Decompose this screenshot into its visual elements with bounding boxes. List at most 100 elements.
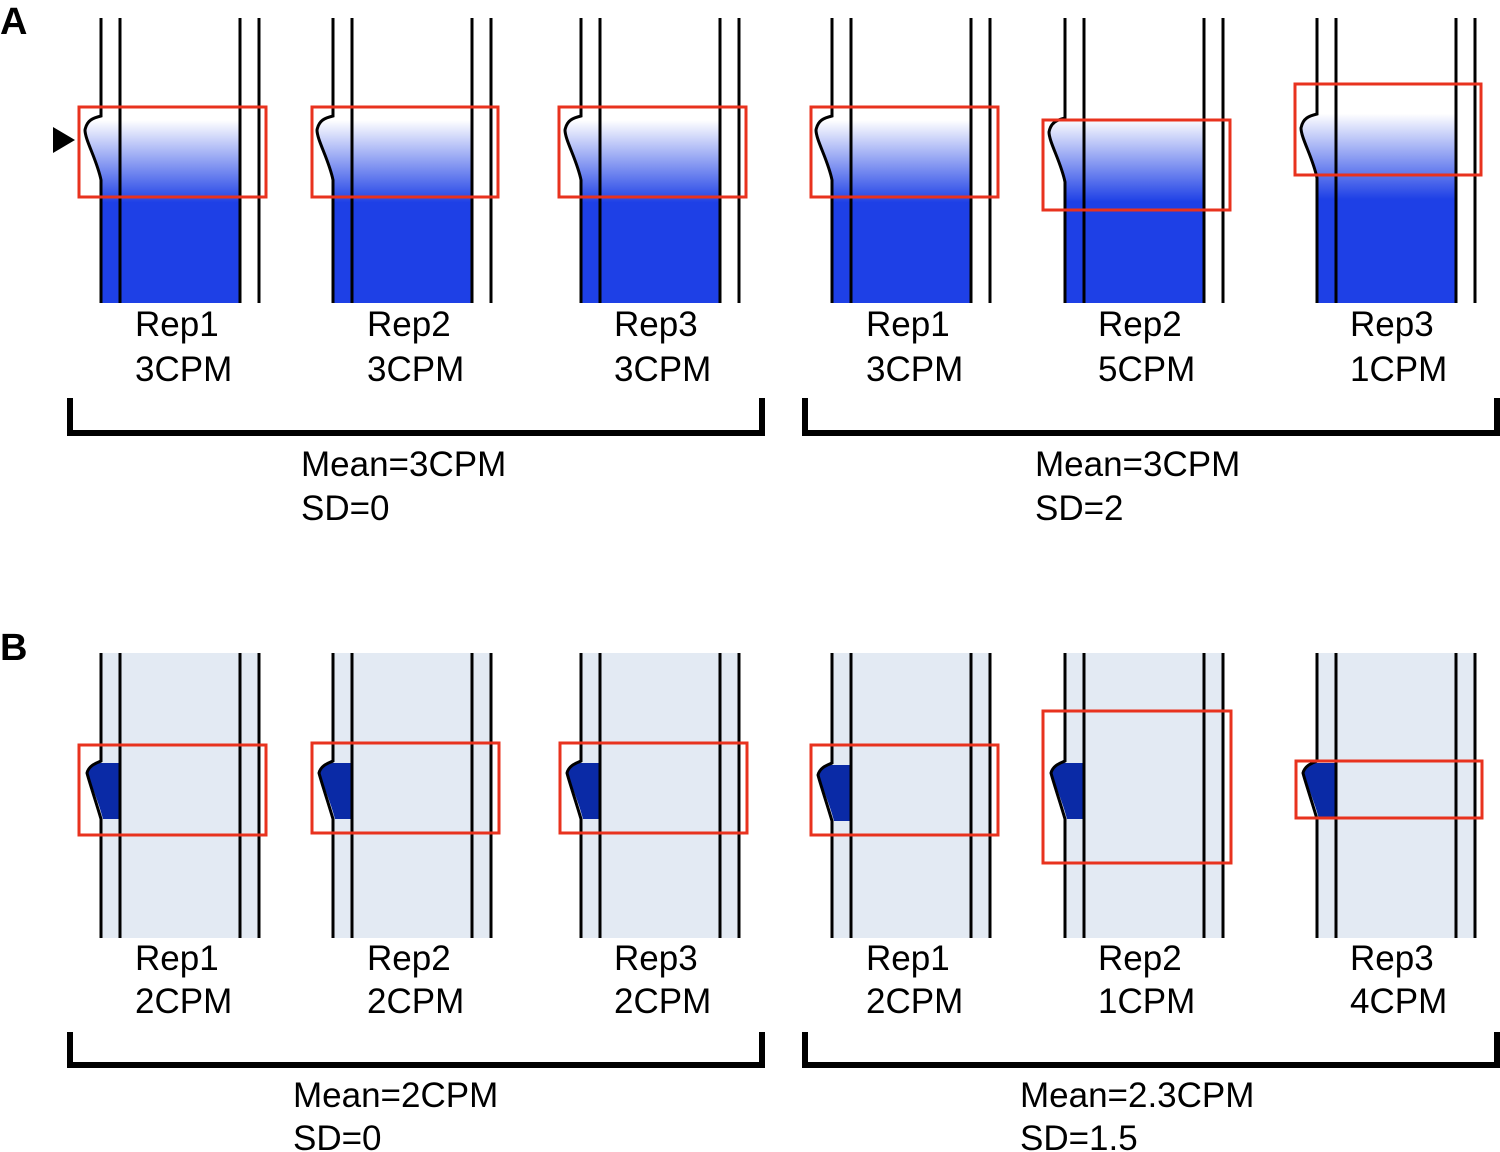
lane-outer-wall [85, 653, 103, 938]
selection-box [809, 105, 1000, 199]
cpm-label: 2CPM [866, 982, 963, 1021]
lane-background [581, 653, 739, 938]
gel-lane [77, 18, 268, 303]
rep-label: Rep1 [866, 305, 950, 344]
rep-label: Rep3 [1350, 939, 1434, 978]
rep-label: Rep3 [614, 939, 698, 978]
panel-b-group-1: Mean=2CPM SD=0 [67, 1032, 765, 1152]
gel-lane [310, 653, 501, 938]
gel-lane [809, 18, 1000, 303]
dark-band [87, 763, 120, 819]
selection-box [1293, 82, 1483, 177]
lane-background [1317, 653, 1475, 938]
gel-lane [1294, 653, 1484, 938]
selection-box [77, 105, 268, 199]
panel-a-lane-labels: Rep1 3CPM Rep2 3CPM Rep3 3CPM Rep1 3CPM … [135, 305, 1447, 389]
sd-label: SD=0 [293, 1119, 382, 1152]
selection-box [1041, 709, 1233, 865]
panel-b-group-2: Mean=2.3CPM SD=1.5 [802, 1032, 1500, 1152]
lane-gradient-fill [816, 80, 971, 303]
selection-box [77, 743, 268, 837]
cpm-label: 5CPM [1098, 350, 1195, 389]
panel-b-letter: B [0, 627, 27, 669]
cpm-label: 3CPM [367, 350, 464, 389]
lane-outer-wall [816, 653, 834, 938]
lane-outer-wall [83, 18, 103, 303]
gel-lane [557, 18, 748, 303]
lane-outer-wall [814, 18, 834, 303]
lane-outer-wall [1049, 653, 1067, 938]
rep-label: Rep1 [866, 939, 950, 978]
panel-a-lanes [77, 18, 1483, 303]
lane-outer-wall [317, 653, 335, 938]
lane-gradient-fill [85, 80, 240, 303]
panel-b-lanes [77, 653, 1484, 938]
mean-label: Mean=3CPM [301, 445, 506, 484]
panel-a: A Mean=3CPM SD=0 Mean=3CPM SD=2 Rep1 3CP… [0, 1, 1500, 528]
rep-label: Rep2 [367, 939, 451, 978]
dark-band [319, 763, 352, 819]
mean-label: Mean=2.3CPM [1020, 1076, 1254, 1115]
gel-lane [77, 653, 268, 938]
selection-box [558, 741, 749, 835]
group-bracket [67, 1032, 765, 1068]
mean-label: Mean=3CPM [1035, 445, 1240, 484]
lane-background [1065, 653, 1223, 938]
rep-label: Rep3 [614, 305, 698, 344]
rep-label: Rep1 [135, 939, 219, 978]
group-bracket [67, 398, 765, 436]
sd-label: SD=1.5 [1020, 1119, 1138, 1152]
panel-a-letter: A [0, 1, 27, 43]
panel-a-group-2: Mean=3CPM SD=2 [802, 398, 1500, 528]
lane-gradient-fill [1301, 72, 1456, 303]
lane-gradient-fill [317, 80, 472, 303]
panel-b: B Mean=2CPM SD=0 Mean=2.3CPM SD=1.5 Rep1… [0, 627, 1500, 1152]
cpm-label: 3CPM [614, 350, 711, 389]
gel-lane [558, 653, 749, 938]
lane-background [101, 653, 259, 938]
lane-outer-wall [565, 653, 583, 938]
group-bracket [802, 1032, 1500, 1068]
lane-outer-wall [563, 18, 583, 303]
selection-box [310, 105, 500, 199]
lane-gradient-fill [1049, 78, 1204, 303]
gel-lane [809, 653, 1000, 938]
dark-band [1051, 763, 1084, 819]
cpm-label: 2CPM [614, 982, 711, 1021]
cpm-label: 4CPM [1350, 982, 1447, 1021]
dark-band [567, 763, 600, 819]
rep-label: Rep3 [1350, 305, 1434, 344]
selection-box [1294, 759, 1484, 820]
cpm-label: 1CPM [1350, 350, 1447, 389]
cpm-label: 3CPM [866, 350, 963, 389]
rep-label: Rep2 [367, 305, 451, 344]
lane-gradient-fill [565, 80, 720, 303]
lane-background [333, 653, 491, 938]
rep-label: Rep2 [1098, 305, 1182, 344]
sd-label: SD=0 [301, 489, 390, 528]
panel-a-group-1: Mean=3CPM SD=0 [67, 398, 765, 528]
cpm-label: 3CPM [135, 350, 232, 389]
mean-label: Mean=2CPM [293, 1076, 498, 1115]
sd-label: SD=2 [1035, 489, 1124, 528]
selection-box [1041, 118, 1232, 212]
rep-label: Rep1 [135, 305, 219, 344]
selection-box [809, 743, 1000, 837]
selection-box [310, 741, 501, 835]
lane-background [832, 653, 990, 938]
cpm-label: 1CPM [1098, 982, 1195, 1021]
triangle-arrow-icon [53, 127, 75, 153]
dark-band [1303, 763, 1336, 819]
selection-box [557, 105, 748, 199]
gel-lane [310, 18, 500, 303]
rep-label: Rep2 [1098, 939, 1182, 978]
gel-lane [1293, 18, 1483, 303]
panel-b-lane-labels: Rep1 2CPM Rep2 2CPM Rep3 2CPM Rep1 2CPM … [135, 939, 1447, 1021]
cpm-label: 2CPM [367, 982, 464, 1021]
lane-outer-wall [1299, 18, 1319, 303]
gel-lane [1041, 653, 1233, 938]
lane-outer-wall [315, 18, 335, 303]
cpm-label: 2CPM [135, 982, 232, 1021]
gel-lane [1041, 18, 1232, 303]
